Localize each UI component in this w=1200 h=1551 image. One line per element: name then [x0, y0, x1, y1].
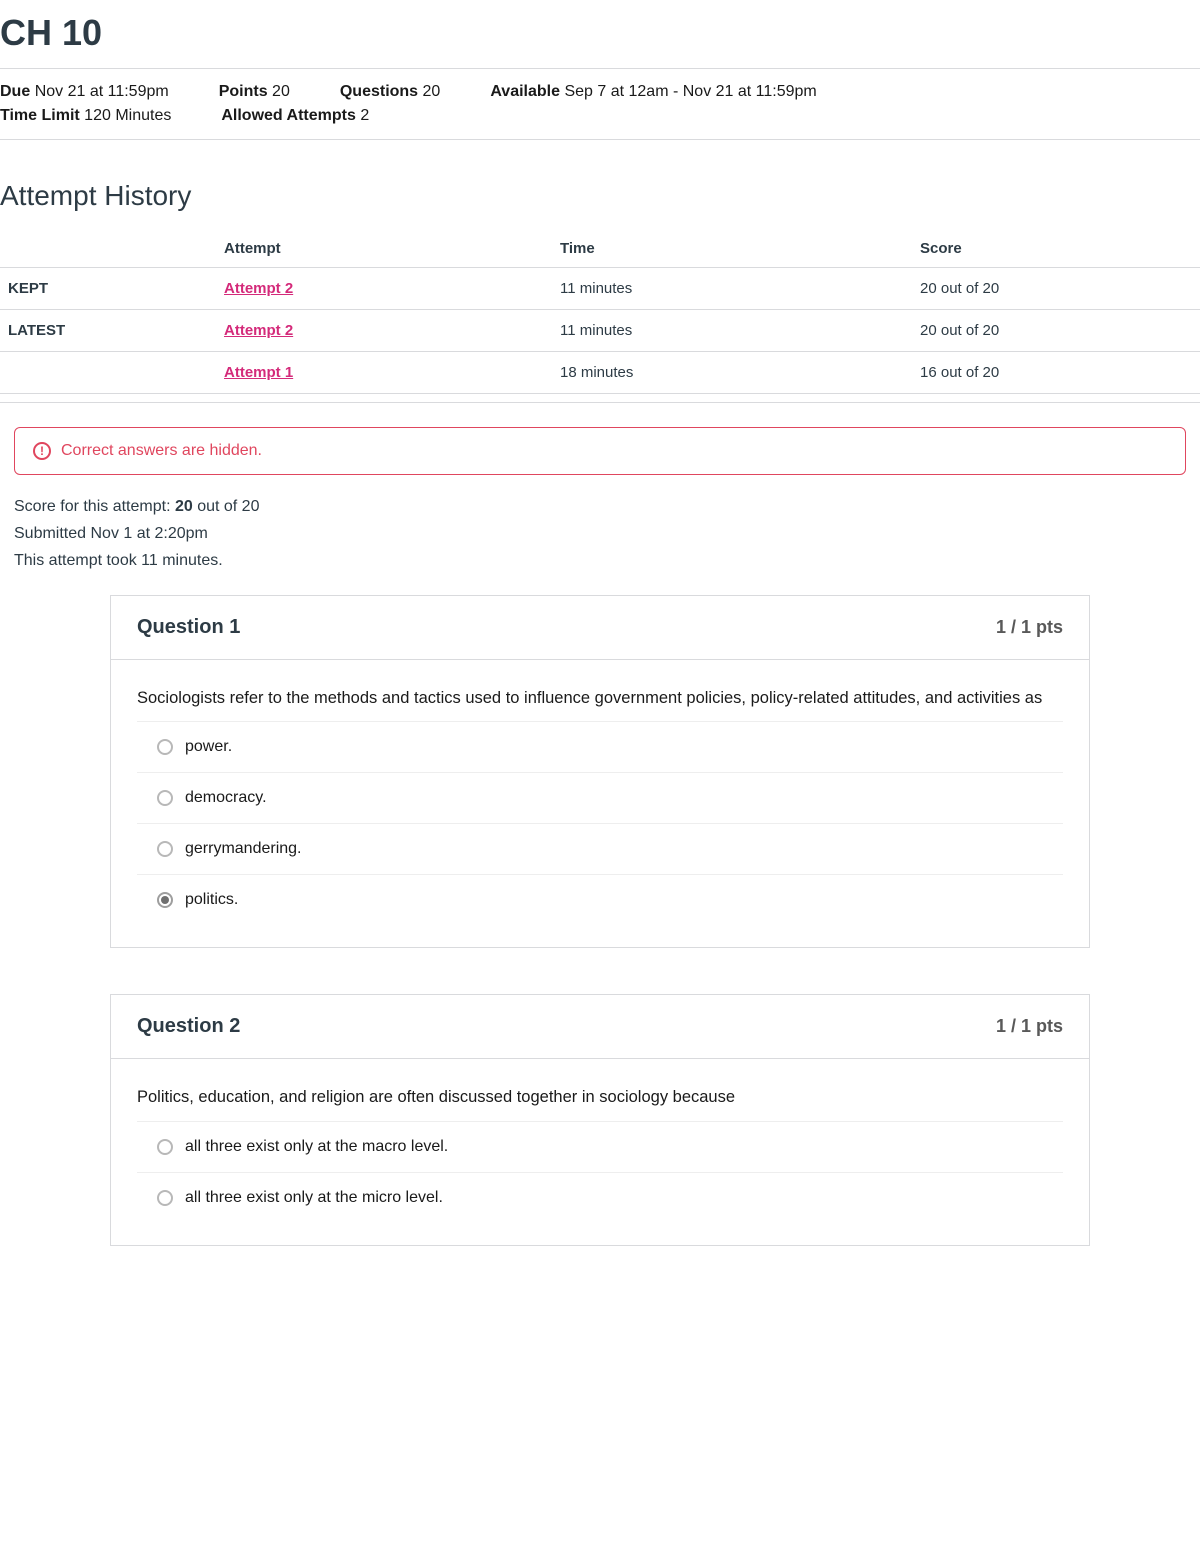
question-card: Question 1 1 / 1 pts Sociologists refer …	[110, 595, 1090, 949]
score-post: out of 20	[193, 498, 260, 515]
questions-value: 20	[423, 83, 441, 100]
question-prompt: Politics, education, and religion are of…	[111, 1059, 1089, 1121]
col-attempt: Attempt	[216, 230, 552, 268]
row-time: 18 minutes	[552, 352, 912, 394]
page-title: CH 10	[0, 12, 1200, 54]
row-score: 20 out of 20	[912, 310, 1200, 352]
question-title: Question 1	[137, 616, 240, 639]
answer-option[interactable]: all three exist only at the micro level.	[137, 1172, 1063, 1223]
attempt-link[interactable]: Attempt 2	[224, 322, 293, 339]
table-row: Attempt 1 18 minutes 16 out of 20	[0, 352, 1200, 394]
warning-icon: !	[33, 442, 51, 460]
answer-text: gerrymandering.	[185, 840, 302, 858]
allowed-label: Allowed Attempts	[221, 107, 356, 124]
timelimit-label: Time Limit	[0, 107, 80, 124]
attempt-link[interactable]: Attempt 1	[224, 364, 293, 381]
quiz-meta: Due Nov 21 at 11:59pm Points 20 Question…	[0, 68, 1200, 140]
question-title: Question 2	[137, 1015, 240, 1038]
submitted-line: Submitted Nov 1 at 2:20pm	[14, 520, 1200, 547]
col-blank	[0, 230, 216, 268]
row-tag	[0, 352, 216, 394]
table-row: LATEST Attempt 2 11 minutes 20 out of 20	[0, 310, 1200, 352]
points-label: Points	[219, 83, 268, 100]
alert-text: Correct answers are hidden.	[61, 442, 262, 460]
answer-text: all three exist only at the micro level.	[185, 1189, 443, 1207]
attempt-history-heading: Attempt History	[0, 180, 1200, 212]
row-score: 16 out of 20	[912, 352, 1200, 394]
points-value: 20	[272, 83, 290, 100]
row-time: 11 minutes	[552, 268, 912, 310]
radio-icon	[157, 1139, 173, 1155]
answer-option[interactable]: democracy.	[137, 772, 1063, 823]
radio-icon	[157, 739, 173, 755]
table-row: KEPT Attempt 2 11 minutes 20 out of 20	[0, 268, 1200, 310]
allowed-value: 2	[360, 107, 369, 124]
question-points: 1 / 1 pts	[996, 1016, 1063, 1037]
score-pre: Score for this attempt:	[14, 498, 175, 515]
answer-text: democracy.	[185, 789, 267, 807]
question-card: Question 2 1 / 1 pts Politics, education…	[110, 994, 1090, 1246]
questions-label: Questions	[340, 83, 418, 100]
col-time: Time	[552, 230, 912, 268]
row-time: 11 minutes	[552, 310, 912, 352]
answer-option[interactable]: gerrymandering.	[137, 823, 1063, 874]
row-score: 20 out of 20	[912, 268, 1200, 310]
radio-icon	[157, 1190, 173, 1206]
col-score: Score	[912, 230, 1200, 268]
due-value: Nov 21 at 11:59pm	[35, 83, 169, 100]
radio-icon	[157, 790, 173, 806]
available-value: Sep 7 at 12am - Nov 21 at 11:59pm	[564, 83, 816, 100]
answer-text: all three exist only at the macro level.	[185, 1138, 448, 1156]
attempt-history-table: Attempt Time Score KEPT Attempt 2 11 min…	[0, 230, 1200, 394]
radio-icon	[157, 892, 173, 908]
score-value: 20	[175, 498, 193, 515]
answer-option[interactable]: politics.	[137, 874, 1063, 925]
correct-answers-hidden-alert: ! Correct answers are hidden.	[14, 427, 1186, 475]
question-points: 1 / 1 pts	[996, 617, 1063, 638]
radio-icon	[157, 841, 173, 857]
answer-option[interactable]: power.	[137, 721, 1063, 772]
question-prompt: Sociologists refer to the methods and ta…	[111, 660, 1089, 722]
answer-text: power.	[185, 738, 232, 756]
attempt-link[interactable]: Attempt 2	[224, 280, 293, 297]
timelimit-value: 120 Minutes	[84, 107, 171, 124]
due-label: Due	[0, 83, 30, 100]
row-tag: LATEST	[0, 310, 216, 352]
score-summary: Score for this attempt: 20 out of 20 Sub…	[14, 493, 1200, 575]
available-label: Available	[490, 83, 560, 100]
answer-option[interactable]: all three exist only at the macro level.	[137, 1121, 1063, 1172]
row-tag: KEPT	[0, 268, 216, 310]
duration-line: This attempt took 11 minutes.	[14, 547, 1200, 574]
answer-text: politics.	[185, 891, 238, 909]
